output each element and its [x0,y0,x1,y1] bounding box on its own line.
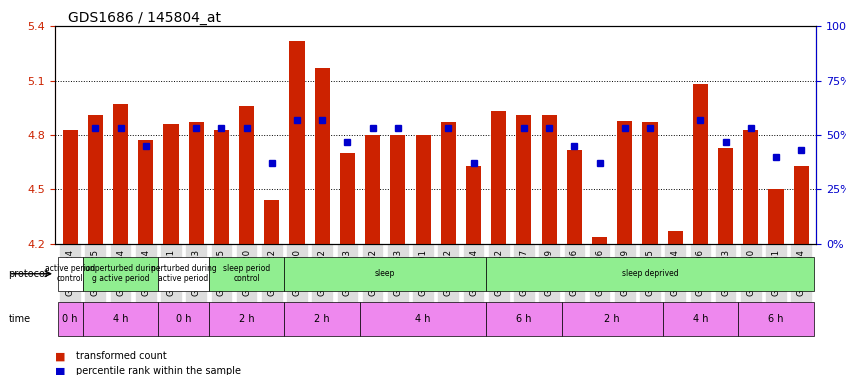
Text: 0 h: 0 h [176,314,191,324]
Bar [415,135,431,244]
Text: 6 h: 6 h [516,314,531,324]
Bar [113,104,128,244]
Text: 2 h: 2 h [604,314,620,324]
Text: 4 h: 4 h [415,314,431,324]
FancyBboxPatch shape [209,302,284,336]
Text: ■: ■ [55,351,65,361]
Bar [744,130,758,244]
Text: sleep: sleep [375,269,395,278]
FancyBboxPatch shape [284,302,360,336]
FancyBboxPatch shape [739,302,814,336]
Bar [264,200,279,244]
Bar [340,153,355,244]
Bar [163,124,179,244]
Text: unperturbed durin
g active period: unperturbed durin g active period [85,264,156,284]
Text: transformed count: transformed count [76,351,167,361]
Text: percentile rank within the sample: percentile rank within the sample [76,366,241,375]
Bar [390,135,405,244]
FancyBboxPatch shape [158,302,209,336]
Bar [189,122,204,244]
Text: GDS1686 / 145804_at: GDS1686 / 145804_at [68,11,221,25]
Bar [466,166,481,244]
Bar [138,141,153,244]
Bar [768,189,783,244]
Bar [592,237,607,244]
FancyBboxPatch shape [284,257,486,291]
Text: 6 h: 6 h [768,314,783,324]
FancyBboxPatch shape [360,302,486,336]
Text: 4 h: 4 h [693,314,708,324]
Bar [315,68,330,244]
Text: sleep period
control: sleep period control [223,264,270,284]
Bar [642,122,657,244]
Bar [63,130,78,244]
Bar [693,84,708,244]
FancyBboxPatch shape [486,257,814,291]
Bar [541,115,557,244]
Text: ■: ■ [55,366,65,375]
FancyBboxPatch shape [83,257,158,291]
Bar [239,106,254,244]
FancyBboxPatch shape [58,257,83,291]
Bar [214,130,229,244]
Text: 2 h: 2 h [239,314,255,324]
FancyBboxPatch shape [562,302,662,336]
FancyBboxPatch shape [209,257,284,291]
Bar [718,148,733,244]
Bar [667,231,683,244]
FancyBboxPatch shape [58,302,83,336]
Bar [618,120,632,244]
Bar [794,166,809,244]
Text: 2 h: 2 h [315,314,330,324]
FancyBboxPatch shape [662,302,739,336]
Bar [289,41,305,244]
Bar [516,115,531,244]
FancyBboxPatch shape [486,302,562,336]
Text: 0 h: 0 h [63,314,78,324]
Text: active period
control: active period control [45,264,96,284]
Bar [441,122,456,244]
Bar [365,135,380,244]
Text: sleep deprived: sleep deprived [622,269,678,278]
Text: perturbed during
active period: perturbed during active period [151,264,217,284]
Bar [88,115,103,244]
FancyBboxPatch shape [83,302,158,336]
Text: protocol: protocol [8,269,48,279]
Text: time: time [8,314,30,324]
Text: 4 h: 4 h [113,314,129,324]
Bar [492,111,506,244]
Bar [567,150,582,244]
FancyBboxPatch shape [158,257,209,291]
